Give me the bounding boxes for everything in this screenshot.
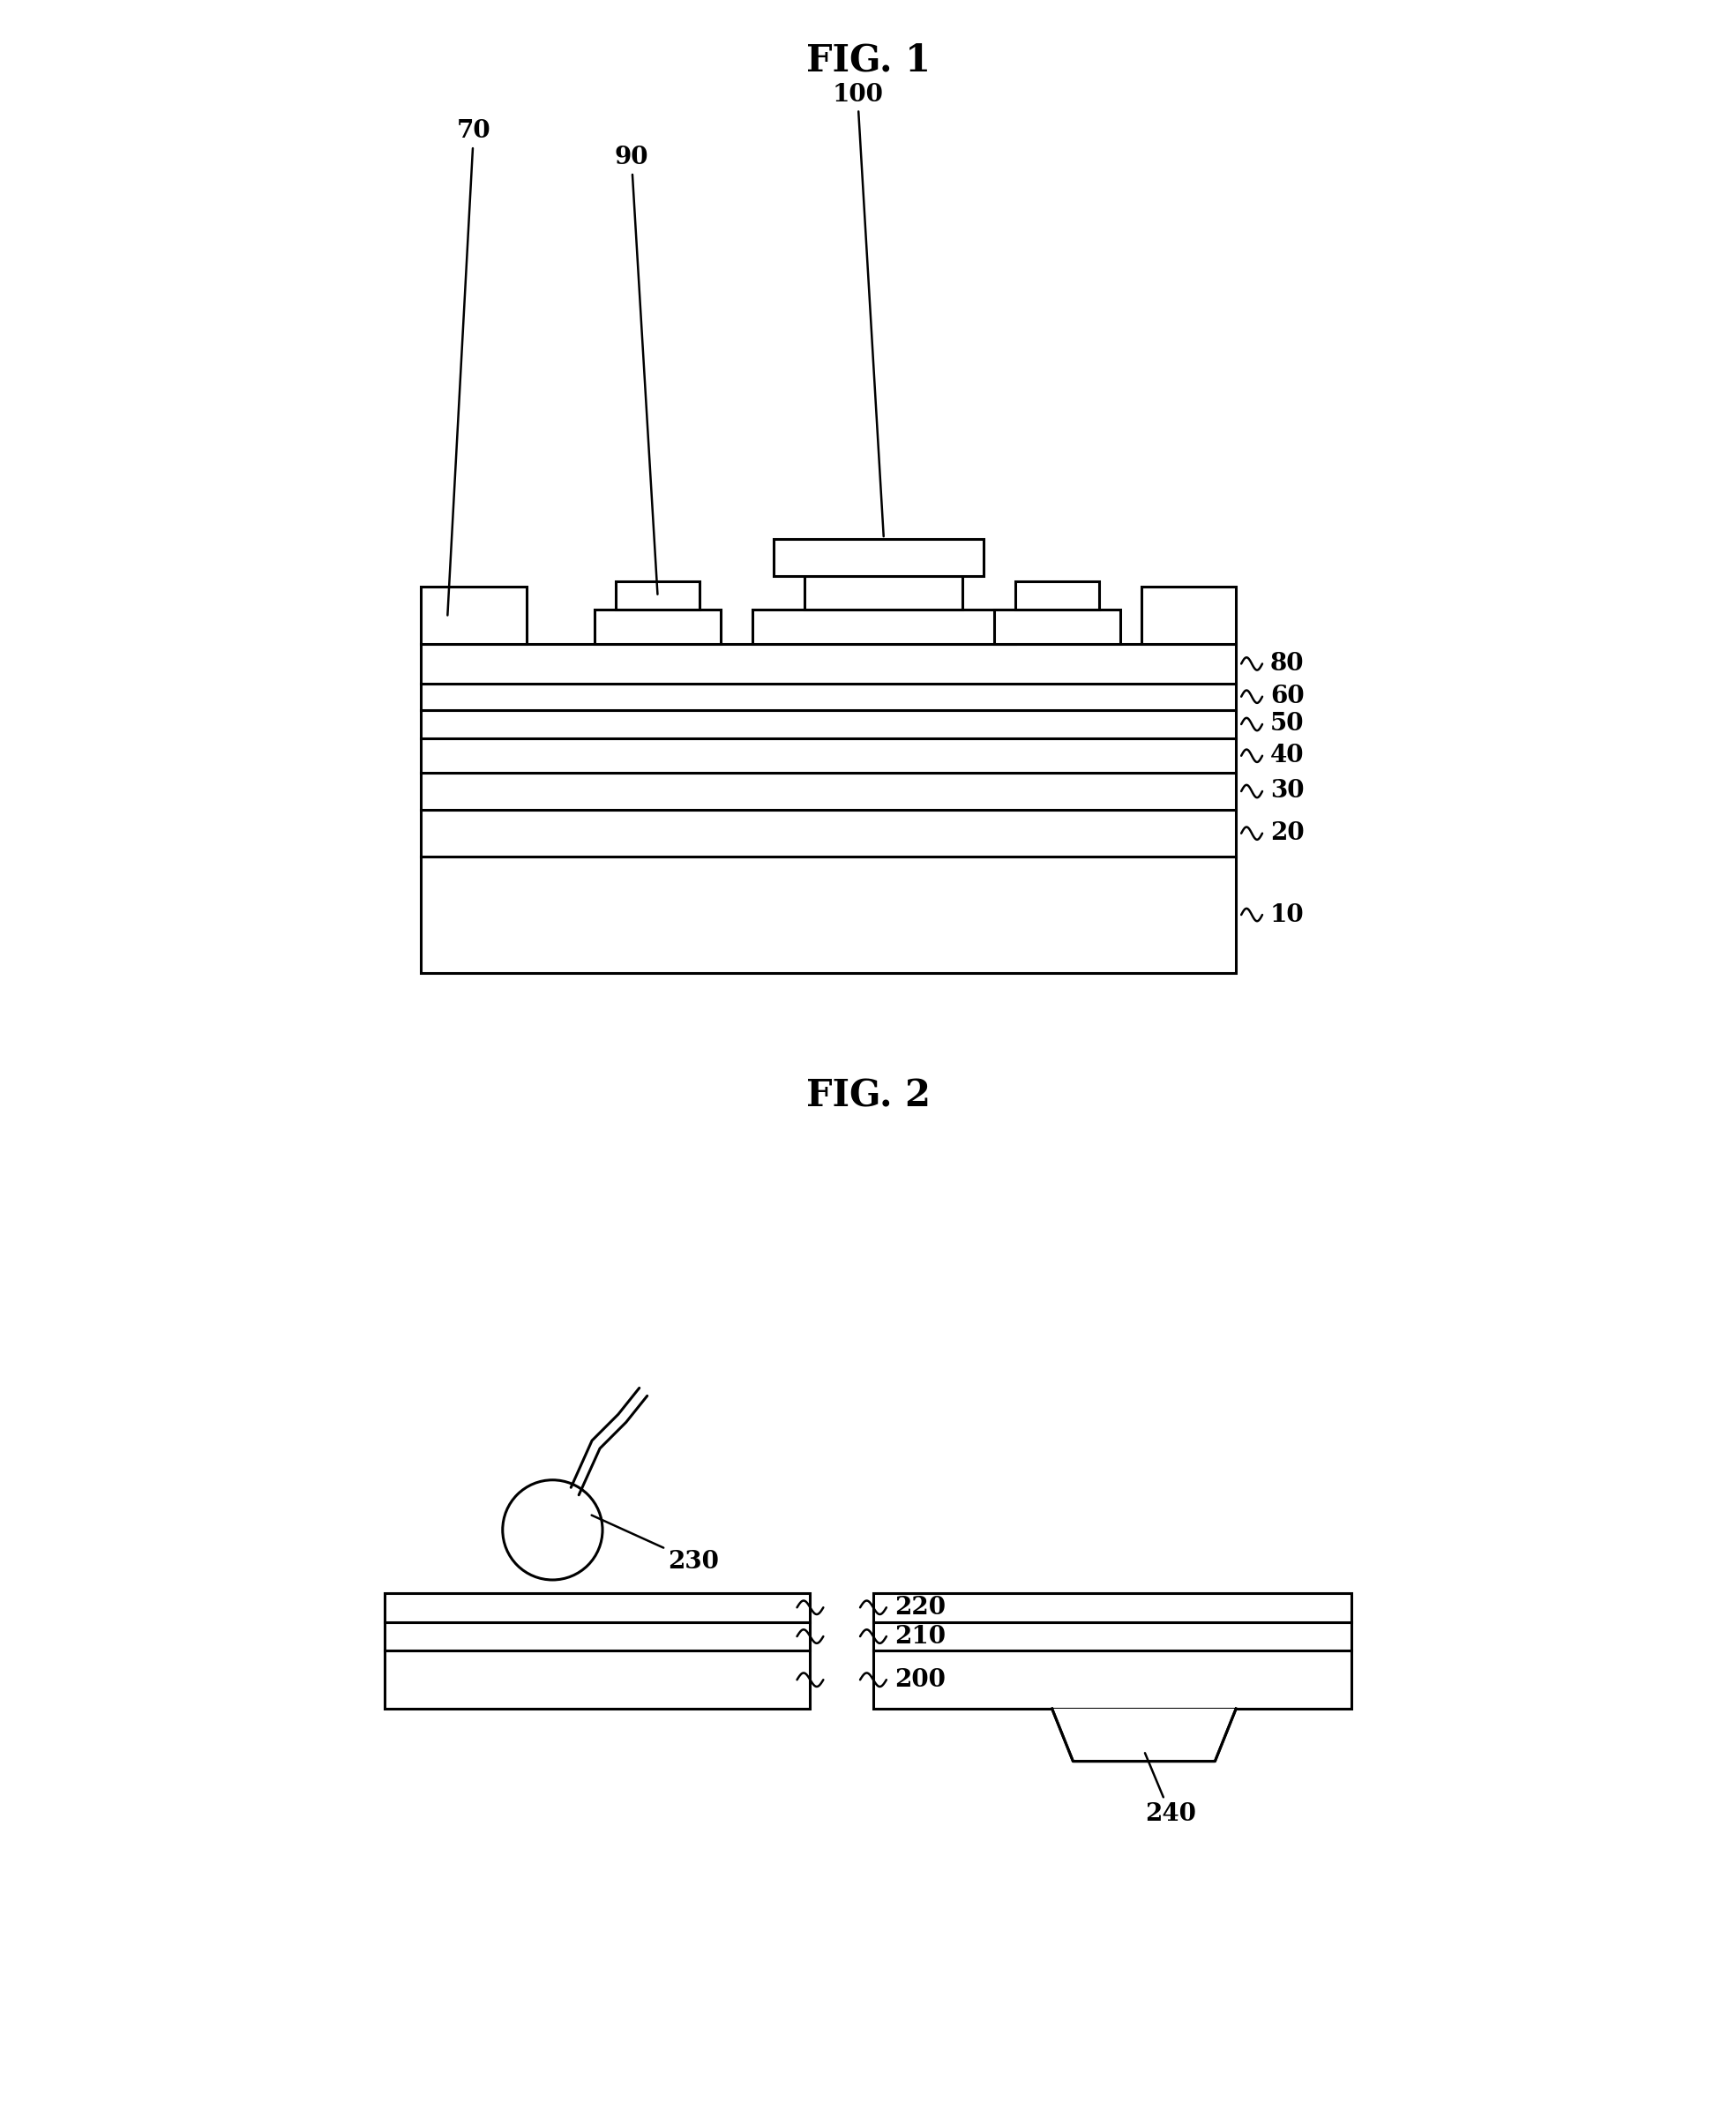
Text: 200: 200 bbox=[894, 1668, 946, 1691]
Bar bbox=[995, 610, 1120, 644]
Bar bbox=[384, 1594, 811, 1621]
Bar bbox=[773, 538, 984, 576]
Bar bbox=[1016, 580, 1099, 610]
Text: 240: 240 bbox=[1144, 1754, 1196, 1825]
Bar bbox=[422, 858, 1236, 972]
Text: 60: 60 bbox=[1271, 686, 1304, 709]
Bar bbox=[422, 772, 1236, 810]
Text: 210: 210 bbox=[894, 1624, 946, 1649]
Bar bbox=[616, 580, 700, 610]
Bar bbox=[384, 1621, 811, 1651]
Text: 50: 50 bbox=[1271, 713, 1304, 736]
Text: 80: 80 bbox=[1271, 652, 1304, 675]
Text: 30: 30 bbox=[1271, 780, 1304, 803]
Text: 40: 40 bbox=[1271, 744, 1304, 768]
Bar bbox=[873, 1651, 1352, 1708]
Text: 100: 100 bbox=[832, 82, 884, 536]
Bar bbox=[422, 587, 526, 644]
Text: 90: 90 bbox=[615, 145, 658, 595]
Text: FIG. 1: FIG. 1 bbox=[806, 42, 930, 80]
Bar bbox=[1141, 587, 1236, 644]
Bar bbox=[422, 683, 1236, 711]
Bar bbox=[873, 1594, 1352, 1621]
Bar bbox=[806, 576, 963, 610]
Circle shape bbox=[503, 1481, 602, 1579]
Bar bbox=[422, 738, 1236, 772]
Bar bbox=[595, 610, 720, 644]
Text: 220: 220 bbox=[894, 1596, 946, 1619]
Text: 70: 70 bbox=[448, 120, 491, 616]
Polygon shape bbox=[1052, 1708, 1236, 1762]
Bar bbox=[873, 1621, 1352, 1651]
Text: 10: 10 bbox=[1271, 902, 1304, 927]
Bar bbox=[384, 1651, 811, 1708]
Bar bbox=[752, 610, 1016, 644]
Text: 20: 20 bbox=[1271, 822, 1304, 845]
Text: FIG. 2: FIG. 2 bbox=[806, 1077, 930, 1115]
Text: 230: 230 bbox=[592, 1514, 719, 1573]
Bar bbox=[422, 644, 1236, 683]
Bar bbox=[422, 711, 1236, 738]
Bar bbox=[422, 810, 1236, 858]
